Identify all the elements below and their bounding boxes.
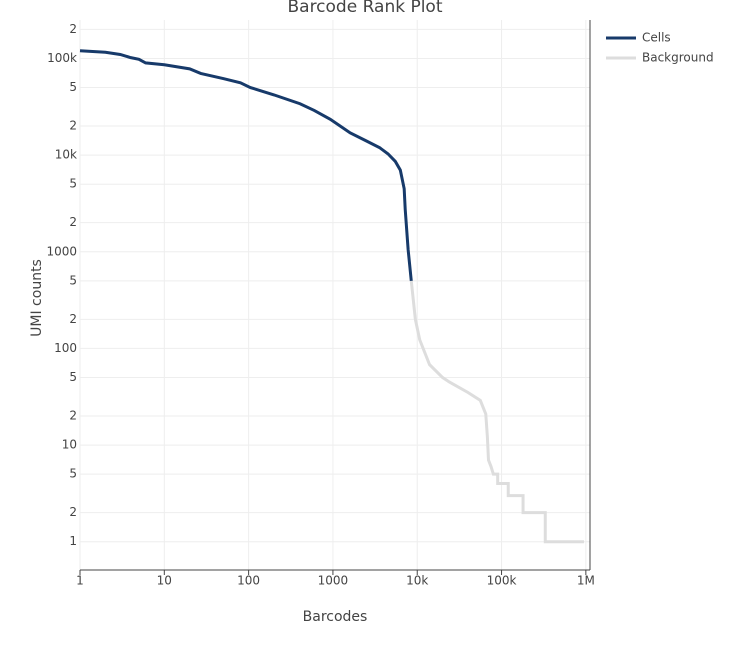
y-tick-label: 2 [69,215,77,229]
y-tick-label: 2 [69,119,77,133]
y-tick-label: 5 [69,80,77,94]
chart-title: Barcode Rank Plot [287,0,442,17]
x-tick-label: 10k [406,574,428,588]
y-tick-label: 10 [62,438,77,452]
y-tick-label: 5 [69,370,77,384]
x-tick-label: 1 [76,574,84,588]
y-tick-label: 100k [47,51,77,65]
x-tick-label: 1M [577,574,595,588]
y-tick-label: 10k [55,148,77,162]
x-tick-label: 100 [237,574,260,588]
y-tick-label: 2 [69,505,77,519]
y-tick-label: 5 [69,273,77,287]
line [79,49,413,282]
y-tick-label: 1 [69,534,77,548]
y-tick-label: 2 [69,312,77,326]
line [409,280,584,544]
y-tick-label: 5 [69,467,77,481]
x-tick-label: 1000 [318,574,349,588]
y-tick-label: 1000 [46,244,77,258]
x-tick-label: 100k [487,574,517,588]
y-tick-label: 100 [54,341,77,355]
legend-label: Cells [642,31,671,45]
y-tick-label: 5 [69,177,77,191]
y-axis-label: UMI counts [29,259,45,337]
x-tick-label: 10 [157,574,172,588]
y-tick-label: 2 [69,408,77,422]
x-axis-label: Barcodes [303,609,368,625]
y-tick-label: 2 [69,22,77,36]
legend-label: Background [642,51,714,65]
